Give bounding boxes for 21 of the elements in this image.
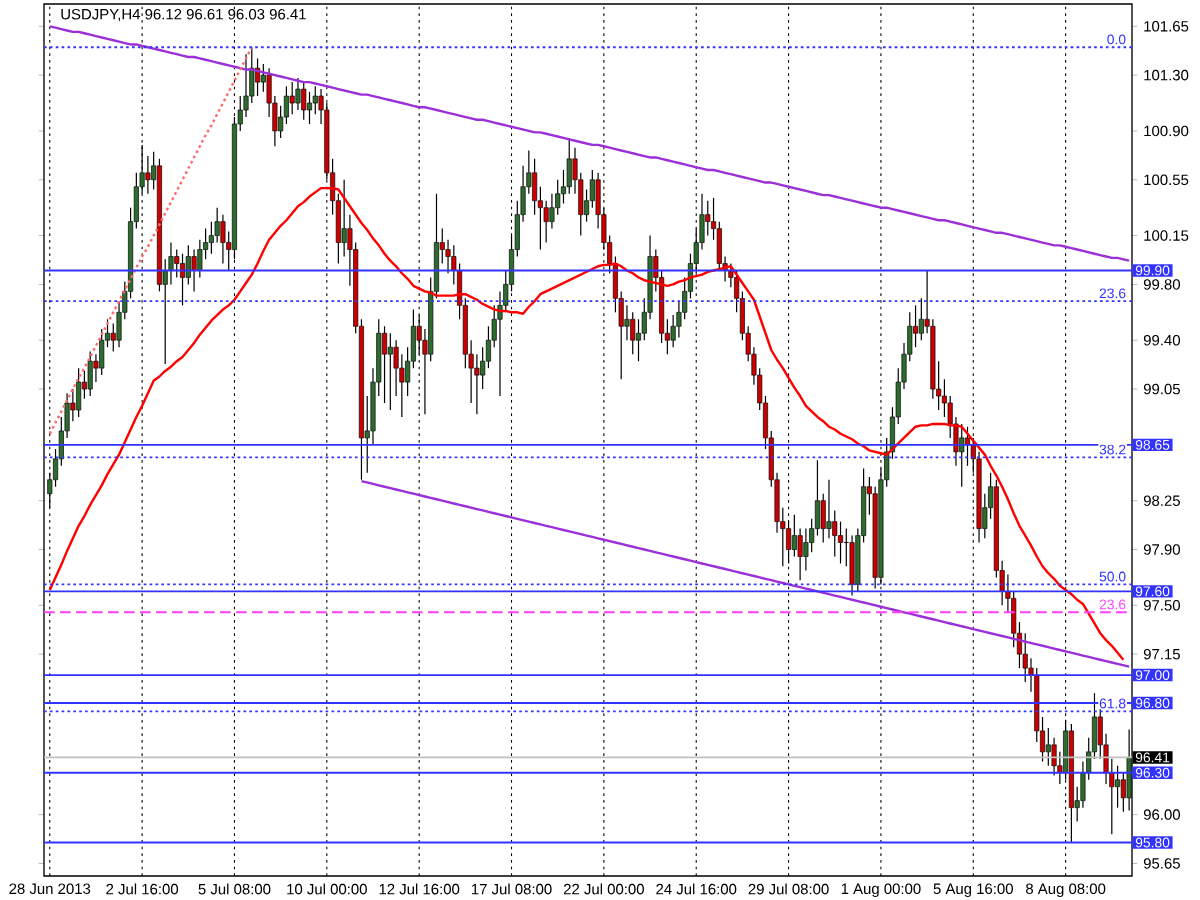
candlestick bbox=[670, 314, 676, 348]
candlestick bbox=[243, 53, 249, 118]
candlestick bbox=[399, 353, 405, 418]
candlestick bbox=[976, 451, 982, 544]
candlestick bbox=[220, 214, 226, 265]
candlestick bbox=[797, 527, 803, 581]
candlestick bbox=[474, 353, 480, 415]
candlestick bbox=[341, 179, 347, 258]
candlestick bbox=[295, 77, 301, 111]
candlestick bbox=[803, 527, 809, 572]
candlestick bbox=[168, 241, 174, 286]
candlestick bbox=[849, 534, 855, 597]
candlestick bbox=[549, 193, 555, 230]
candlestick bbox=[624, 304, 630, 341]
candlestick bbox=[1051, 737, 1057, 777]
candlestick bbox=[826, 479, 832, 539]
candlestick bbox=[145, 155, 151, 195]
candlestick bbox=[497, 290, 503, 397]
candlestick bbox=[191, 248, 197, 292]
candlestick bbox=[445, 239, 451, 274]
candlestick bbox=[930, 318, 936, 400]
